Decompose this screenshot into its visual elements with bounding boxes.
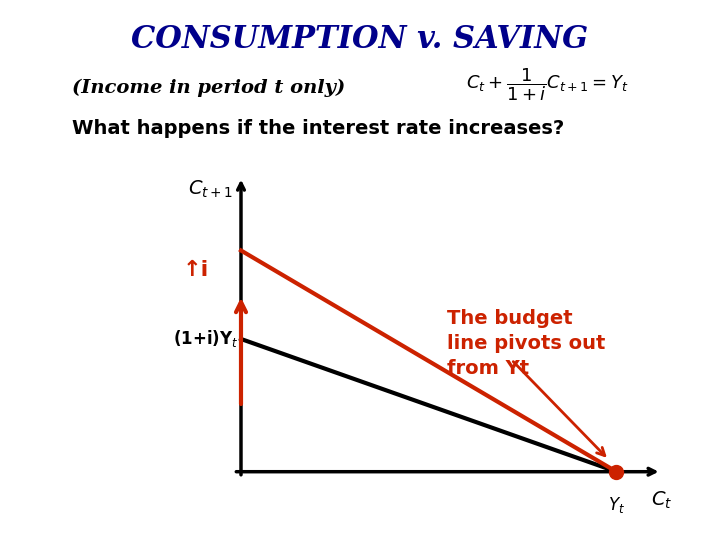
Text: CONSUMPTION v. SAVING: CONSUMPTION v. SAVING: [132, 24, 588, 55]
Text: $C_t + \dfrac{1}{1+i}C_{t+1} = Y_t$: $C_t + \dfrac{1}{1+i}C_{t+1} = Y_t$: [466, 67, 629, 103]
Text: (1+i)Y$_t$: (1+i)Y$_t$: [174, 328, 239, 349]
Text: ↑i: ↑i: [183, 260, 209, 280]
Text: $C_{t+1}$: $C_{t+1}$: [189, 179, 233, 200]
Text: The budget
line pivots out
from Yt: The budget line pivots out from Yt: [448, 309, 606, 379]
Text: $C_t$: $C_t$: [651, 489, 672, 511]
Point: [611, 468, 622, 476]
Text: (Income in period t only): (Income in period t only): [72, 78, 346, 97]
Text: $Y_t$: $Y_t$: [608, 495, 625, 515]
Text: What happens if the interest rate increases?: What happens if the interest rate increa…: [72, 119, 564, 138]
